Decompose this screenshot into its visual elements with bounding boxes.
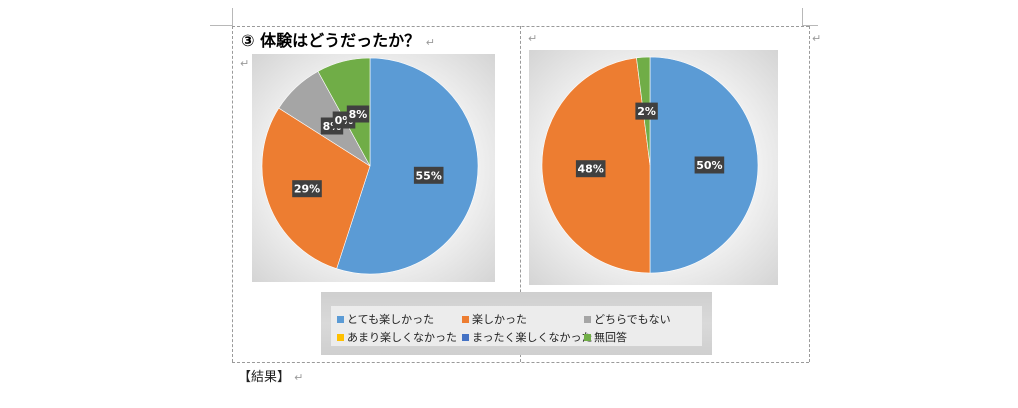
pie-1-data-label-text-0: 55% — [416, 169, 442, 182]
chart-legend[interactable]: とても楽しかった 楽しかった どちらでもない あまり楽しくなかった まったく楽し… — [321, 292, 712, 355]
section-heading-text: ③ 体験はどうだったか？ — [241, 31, 421, 50]
legend-swatch-icon — [584, 315, 591, 323]
legend-item-neutral: どちらでもない — [584, 311, 671, 327]
page-guide-top-right-h — [802, 25, 818, 26]
legend-item-not-fun-at-all: まったく楽しくなかった — [462, 329, 593, 345]
pie-2-data-label-text-0: 50% — [696, 159, 722, 172]
pie-chart-1[interactable]: 55%29%8%0%0%8% — [252, 54, 495, 282]
table-border-middle — [520, 26, 521, 362]
legend-label: 無回答 — [594, 331, 627, 344]
pie-2-data-label-text-1: 48% — [578, 163, 604, 176]
legend-label: あまり楽しくなかった — [347, 331, 457, 344]
section-heading[interactable]: ③ 体験はどうだったか？ ↵ — [241, 27, 435, 51]
legend-item-no-answer: 無回答 — [584, 329, 627, 345]
legend-label: とても楽しかった — [347, 313, 435, 326]
page-guide-top-right-v — [802, 8, 803, 26]
page-guide-top-left-v — [232, 8, 233, 26]
pie-chart-2[interactable]: 50% 48% 2% — [529, 50, 778, 285]
table-border-bottom — [232, 362, 809, 363]
legend-item-fun: 楽しかった — [462, 311, 527, 327]
pie-chart-2-svg: 50% 48% 2% — [541, 56, 759, 274]
table-border-left — [232, 26, 233, 362]
pie-2-data-label-bg-5 — [635, 102, 658, 120]
pie-2-data-label-bg-1 — [575, 160, 606, 178]
pie-1-data-label-0: 55% — [413, 166, 444, 184]
legend-swatch-icon — [584, 333, 591, 341]
legend-label: まったく楽しくなかった — [472, 331, 593, 344]
paragraph-return-mark: ↵ — [425, 36, 435, 49]
pie-chart-1-svg: 55%29%8%0%0%8% — [261, 57, 479, 275]
paragraph-mark-right-edge: ↵ — [812, 32, 822, 45]
pie-1-data-label-1: 29% — [292, 180, 322, 198]
pie-1-data-label-text-5: 8% — [349, 108, 368, 121]
table-border-right — [809, 26, 810, 362]
chart-legend-inner: とても楽しかった 楽しかった どちらでもない あまり楽しくなかった まったく楽し… — [331, 306, 702, 346]
pie-2-data-label-0: 50% — [694, 156, 725, 174]
pie-2-data-label-5: 2% — [635, 102, 658, 120]
legend-swatch-icon — [462, 333, 469, 341]
legend-swatch-icon — [337, 333, 344, 341]
legend-label: どちらでもない — [594, 313, 671, 326]
pie-2-data-label-1: 48% — [575, 160, 606, 178]
pie-1-slice-0[interactable] — [336, 57, 479, 275]
pie-2-data-label-bg-0 — [694, 156, 725, 174]
paragraph-mark-left-chart: ↵ — [240, 57, 250, 70]
pie-1-data-label-bg-1 — [292, 180, 322, 198]
legend-item-very-fun: とても楽しかった — [337, 311, 434, 327]
paragraph-return-mark: ↵ — [294, 371, 304, 384]
page-guide-top-left-h — [210, 25, 232, 26]
pie-1-data-label-5: 8% — [346, 105, 370, 123]
pie-1-data-label-bg-0 — [413, 166, 444, 184]
legend-swatch-icon — [337, 315, 344, 323]
legend-item-not-much-fun: あまり楽しくなかった — [337, 329, 457, 345]
results-heading-text: 【結果】 — [238, 370, 291, 385]
pie-1-data-label-bg-5 — [346, 105, 370, 123]
pie-1-data-label-text-1: 29% — [294, 183, 320, 196]
paragraph-mark-right-cell: ↵ — [528, 32, 538, 45]
legend-swatch-icon — [462, 315, 469, 323]
pie-2-data-label-text-5: 2% — [637, 105, 656, 118]
legend-label: 楽しかった — [472, 313, 527, 326]
results-heading[interactable]: 【結果】 ↵ — [238, 366, 303, 385]
